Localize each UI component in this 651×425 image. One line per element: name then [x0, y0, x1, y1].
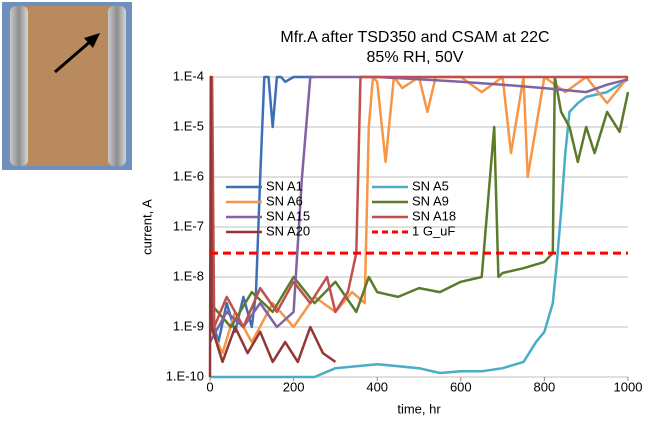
y-tick-label: 1.E-10: [166, 368, 204, 383]
y-tick-label: 1.E-9: [173, 318, 204, 333]
legend-label: SN A18: [412, 208, 456, 223]
plot-lines: [208, 75, 630, 379]
series-line: [208, 75, 337, 378]
x-tick-label: 400: [366, 379, 388, 394]
chart-title: Mfr.A after TSD350 and CSAM at 22C: [280, 29, 549, 46]
y-tick-label: 1.E-6: [173, 168, 204, 183]
y-tick-label: 1.E-4: [173, 68, 204, 83]
series-line: [209, 75, 630, 329]
legend-label: SN A9: [412, 193, 449, 208]
series-line: [208, 75, 315, 344]
series-line: [208, 75, 629, 343]
x-tick-label: 0: [206, 379, 213, 394]
legend-label: SN A5: [412, 178, 449, 193]
x-axis-label: time, hr: [397, 401, 441, 416]
legend-label: SN A20: [266, 223, 310, 238]
legend-label: SN A15: [266, 208, 310, 223]
legend-label: SN A1: [266, 178, 303, 193]
legend-label: SN A6: [266, 193, 303, 208]
series-line: [208, 75, 629, 355]
legend-label: 1 G_uF: [412, 223, 455, 238]
y-tick-label: 1.E-5: [173, 118, 204, 133]
chart-subtitle: 85% RH, 50V: [367, 49, 464, 66]
y-axis-label: current, A: [139, 199, 154, 255]
series-line: [210, 75, 628, 329]
y-tick-label: 1.E-8: [173, 268, 204, 283]
y-tick-label: 1.E-7: [173, 218, 204, 233]
x-tick-label: 200: [283, 379, 305, 394]
x-tick-label: 600: [450, 379, 472, 394]
capacitor-photo: [2, 2, 132, 170]
x-tick-label: 1000: [614, 379, 643, 394]
series-line: [210, 78, 629, 379]
x-tick-label: 800: [534, 379, 556, 394]
